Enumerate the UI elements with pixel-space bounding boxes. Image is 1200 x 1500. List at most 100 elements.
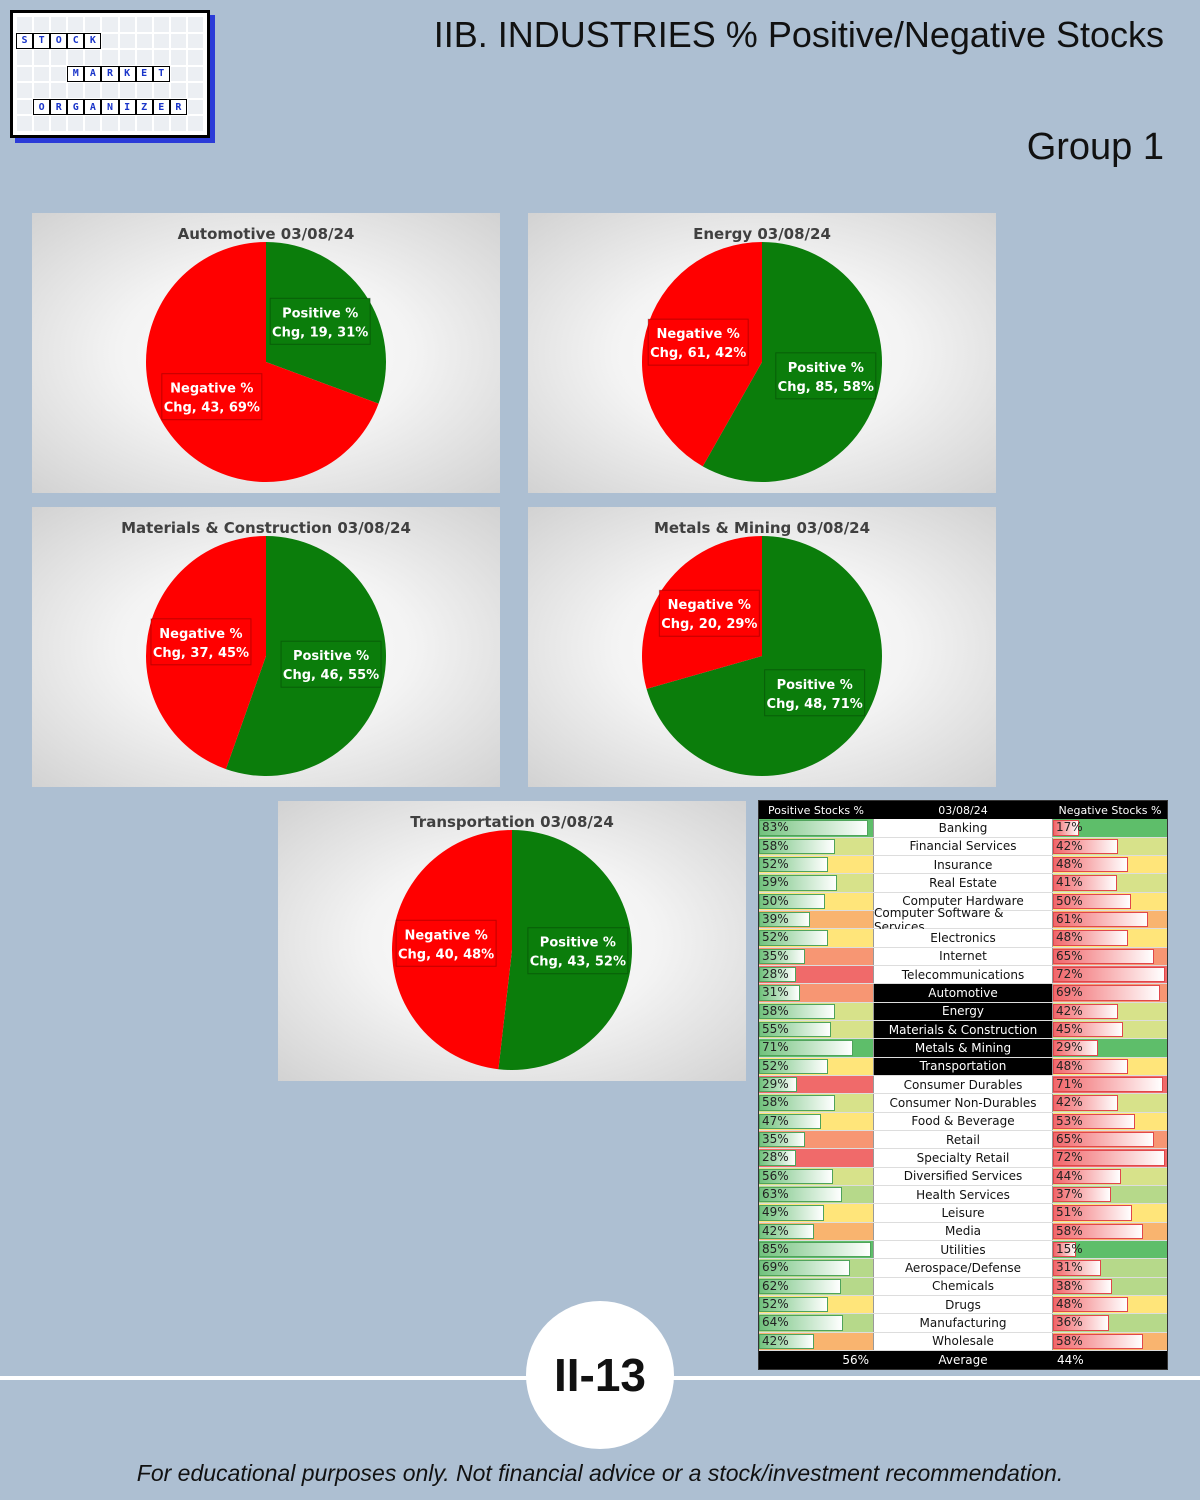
logo-cell	[187, 33, 203, 49]
negative-bar	[1053, 1278, 1113, 1294]
positive-value: 52%	[762, 1058, 789, 1073]
positive-value: 29%	[762, 1076, 789, 1091]
logo-letter: T	[33, 32, 51, 50]
slice-label-text: Positive %	[777, 678, 853, 693]
positive-cell: 59%	[759, 874, 873, 892]
logo-cell	[153, 116, 169, 131]
negative-bar	[1053, 1168, 1122, 1184]
positive-value: 71%	[762, 1040, 789, 1055]
negative-value: 58%	[1056, 1333, 1083, 1348]
slice-label-text: Positive %	[282, 306, 358, 321]
slice-label: Positive % Chg, 48, 71%	[764, 669, 866, 717]
logo-letter: E	[135, 65, 153, 83]
logo-cell	[170, 50, 186, 65]
negative-bar	[1053, 1040, 1099, 1056]
negative-bar	[1053, 1003, 1119, 1019]
header-positive: Positive Stocks %	[767, 803, 865, 817]
negative-cell: 45%	[1053, 1020, 1167, 1039]
header-date: 03/08/24	[938, 803, 988, 817]
positive-cell: 62%	[759, 1277, 873, 1295]
negative-cell: 61%	[1053, 910, 1167, 929]
logo-cell	[85, 83, 101, 98]
negative-value: 48%	[1056, 1058, 1083, 1073]
positive-bar	[759, 1296, 828, 1313]
positive-cell: 64%	[759, 1314, 873, 1332]
table-header: Positive Stocks % 03/08/24 Negative Stoc…	[759, 801, 1167, 820]
negative-value: 15%	[1056, 1241, 1083, 1256]
logo-cell	[85, 50, 101, 65]
positive-bar	[759, 1131, 806, 1148]
positive-cell: 63%	[759, 1185, 873, 1204]
logo-cell	[136, 33, 152, 49]
negative-value: 48%	[1056, 1296, 1083, 1311]
positive-bar	[759, 820, 869, 836]
positive-value: 52%	[762, 1296, 789, 1311]
logo-cell	[170, 66, 186, 82]
negative-value: 45%	[1056, 1021, 1083, 1036]
positive-bar	[759, 1205, 824, 1221]
industry-summary-table: Positive Stocks % 03/08/24 Negative Stoc…	[758, 800, 1168, 1371]
positive-cell: 52%	[759, 855, 873, 874]
positive-bar	[759, 1095, 836, 1111]
positive-bar	[759, 1058, 828, 1074]
industry-name: Leisure	[873, 1204, 1053, 1222]
positive-value: 49%	[762, 1205, 789, 1220]
logo-cell	[17, 116, 33, 131]
positive-bar	[759, 1278, 841, 1294]
positive-value: 58%	[762, 1095, 789, 1110]
logo-cell	[17, 99, 33, 115]
chart-title: Transportation 03/08/24	[410, 813, 614, 831]
industry-name: Insurance	[873, 855, 1053, 874]
negative-bar	[1053, 820, 1080, 836]
positive-cell: 29%	[759, 1075, 873, 1094]
table-row: 29% Consumer Durables 71%	[759, 1075, 1167, 1095]
slice-label: Negative % Chg, 20, 29%	[658, 589, 760, 637]
logo-cell	[153, 33, 169, 49]
slice-label: Negative % Chg, 40, 48%	[395, 919, 497, 967]
logo-cell	[119, 50, 135, 65]
negative-value: 42%	[1056, 838, 1083, 853]
pie-slice-negative	[146, 242, 379, 482]
positive-bar	[759, 930, 828, 946]
slice-label-text: Negative %	[170, 382, 253, 397]
logo-cell	[68, 83, 84, 98]
pie-chart-transportation: Transportation 03/08/24 Positive % Chg, 4…	[278, 801, 746, 1081]
negative-cell: 42%	[1053, 1002, 1167, 1020]
negative-cell: 69%	[1053, 984, 1167, 1002]
industry-name: Utilities	[873, 1240, 1053, 1259]
table-row: 35% Retail 65%	[759, 1130, 1167, 1150]
positive-value: 63%	[762, 1186, 789, 1201]
table-row: 83% Banking 17%	[759, 819, 1167, 838]
positive-bar	[759, 1003, 836, 1019]
negative-value: 53%	[1056, 1113, 1083, 1128]
negative-bar	[1053, 930, 1128, 946]
negative-value: 17%	[1056, 820, 1083, 835]
slice-label-box	[658, 589, 760, 637]
slice-label: Negative % Chg, 61, 42%	[647, 318, 749, 366]
slice-label: Positive % Chg, 46, 55%	[280, 640, 382, 688]
logo-cell	[17, 66, 33, 82]
negative-cell: 17%	[1053, 819, 1167, 837]
positive-cell: 42%	[759, 1222, 873, 1240]
table-row: 47% Food & Beverage 53%	[759, 1112, 1167, 1131]
page-title: IIB. INDUSTRIES % Positive/Negative Stoc…	[433, 14, 1164, 55]
industry-name: Energy	[873, 1002, 1053, 1020]
negative-value: 48%	[1056, 856, 1083, 871]
negative-bar	[1053, 1205, 1133, 1221]
table-row: 39% Computer Software & Services 61%	[759, 906, 1167, 934]
positive-bar	[759, 1168, 833, 1184]
table-row: 85% Utilities 15%	[759, 1240, 1167, 1260]
slice-label-text: Negative %	[657, 327, 740, 342]
slice-label-box	[647, 318, 749, 366]
slice-label: Negative % Chg, 37, 45%	[150, 618, 252, 666]
slice-label-text: Chg, 43, 52%	[530, 955, 626, 970]
logo-cell	[187, 17, 203, 32]
positive-bar	[759, 875, 837, 891]
logo-cell	[51, 66, 67, 82]
positive-value: 83%	[762, 820, 789, 835]
positive-bar	[759, 893, 825, 909]
logo-cell	[136, 83, 152, 98]
table-row: 52% Insurance 48%	[759, 855, 1167, 875]
logo-letter: K	[118, 65, 136, 83]
